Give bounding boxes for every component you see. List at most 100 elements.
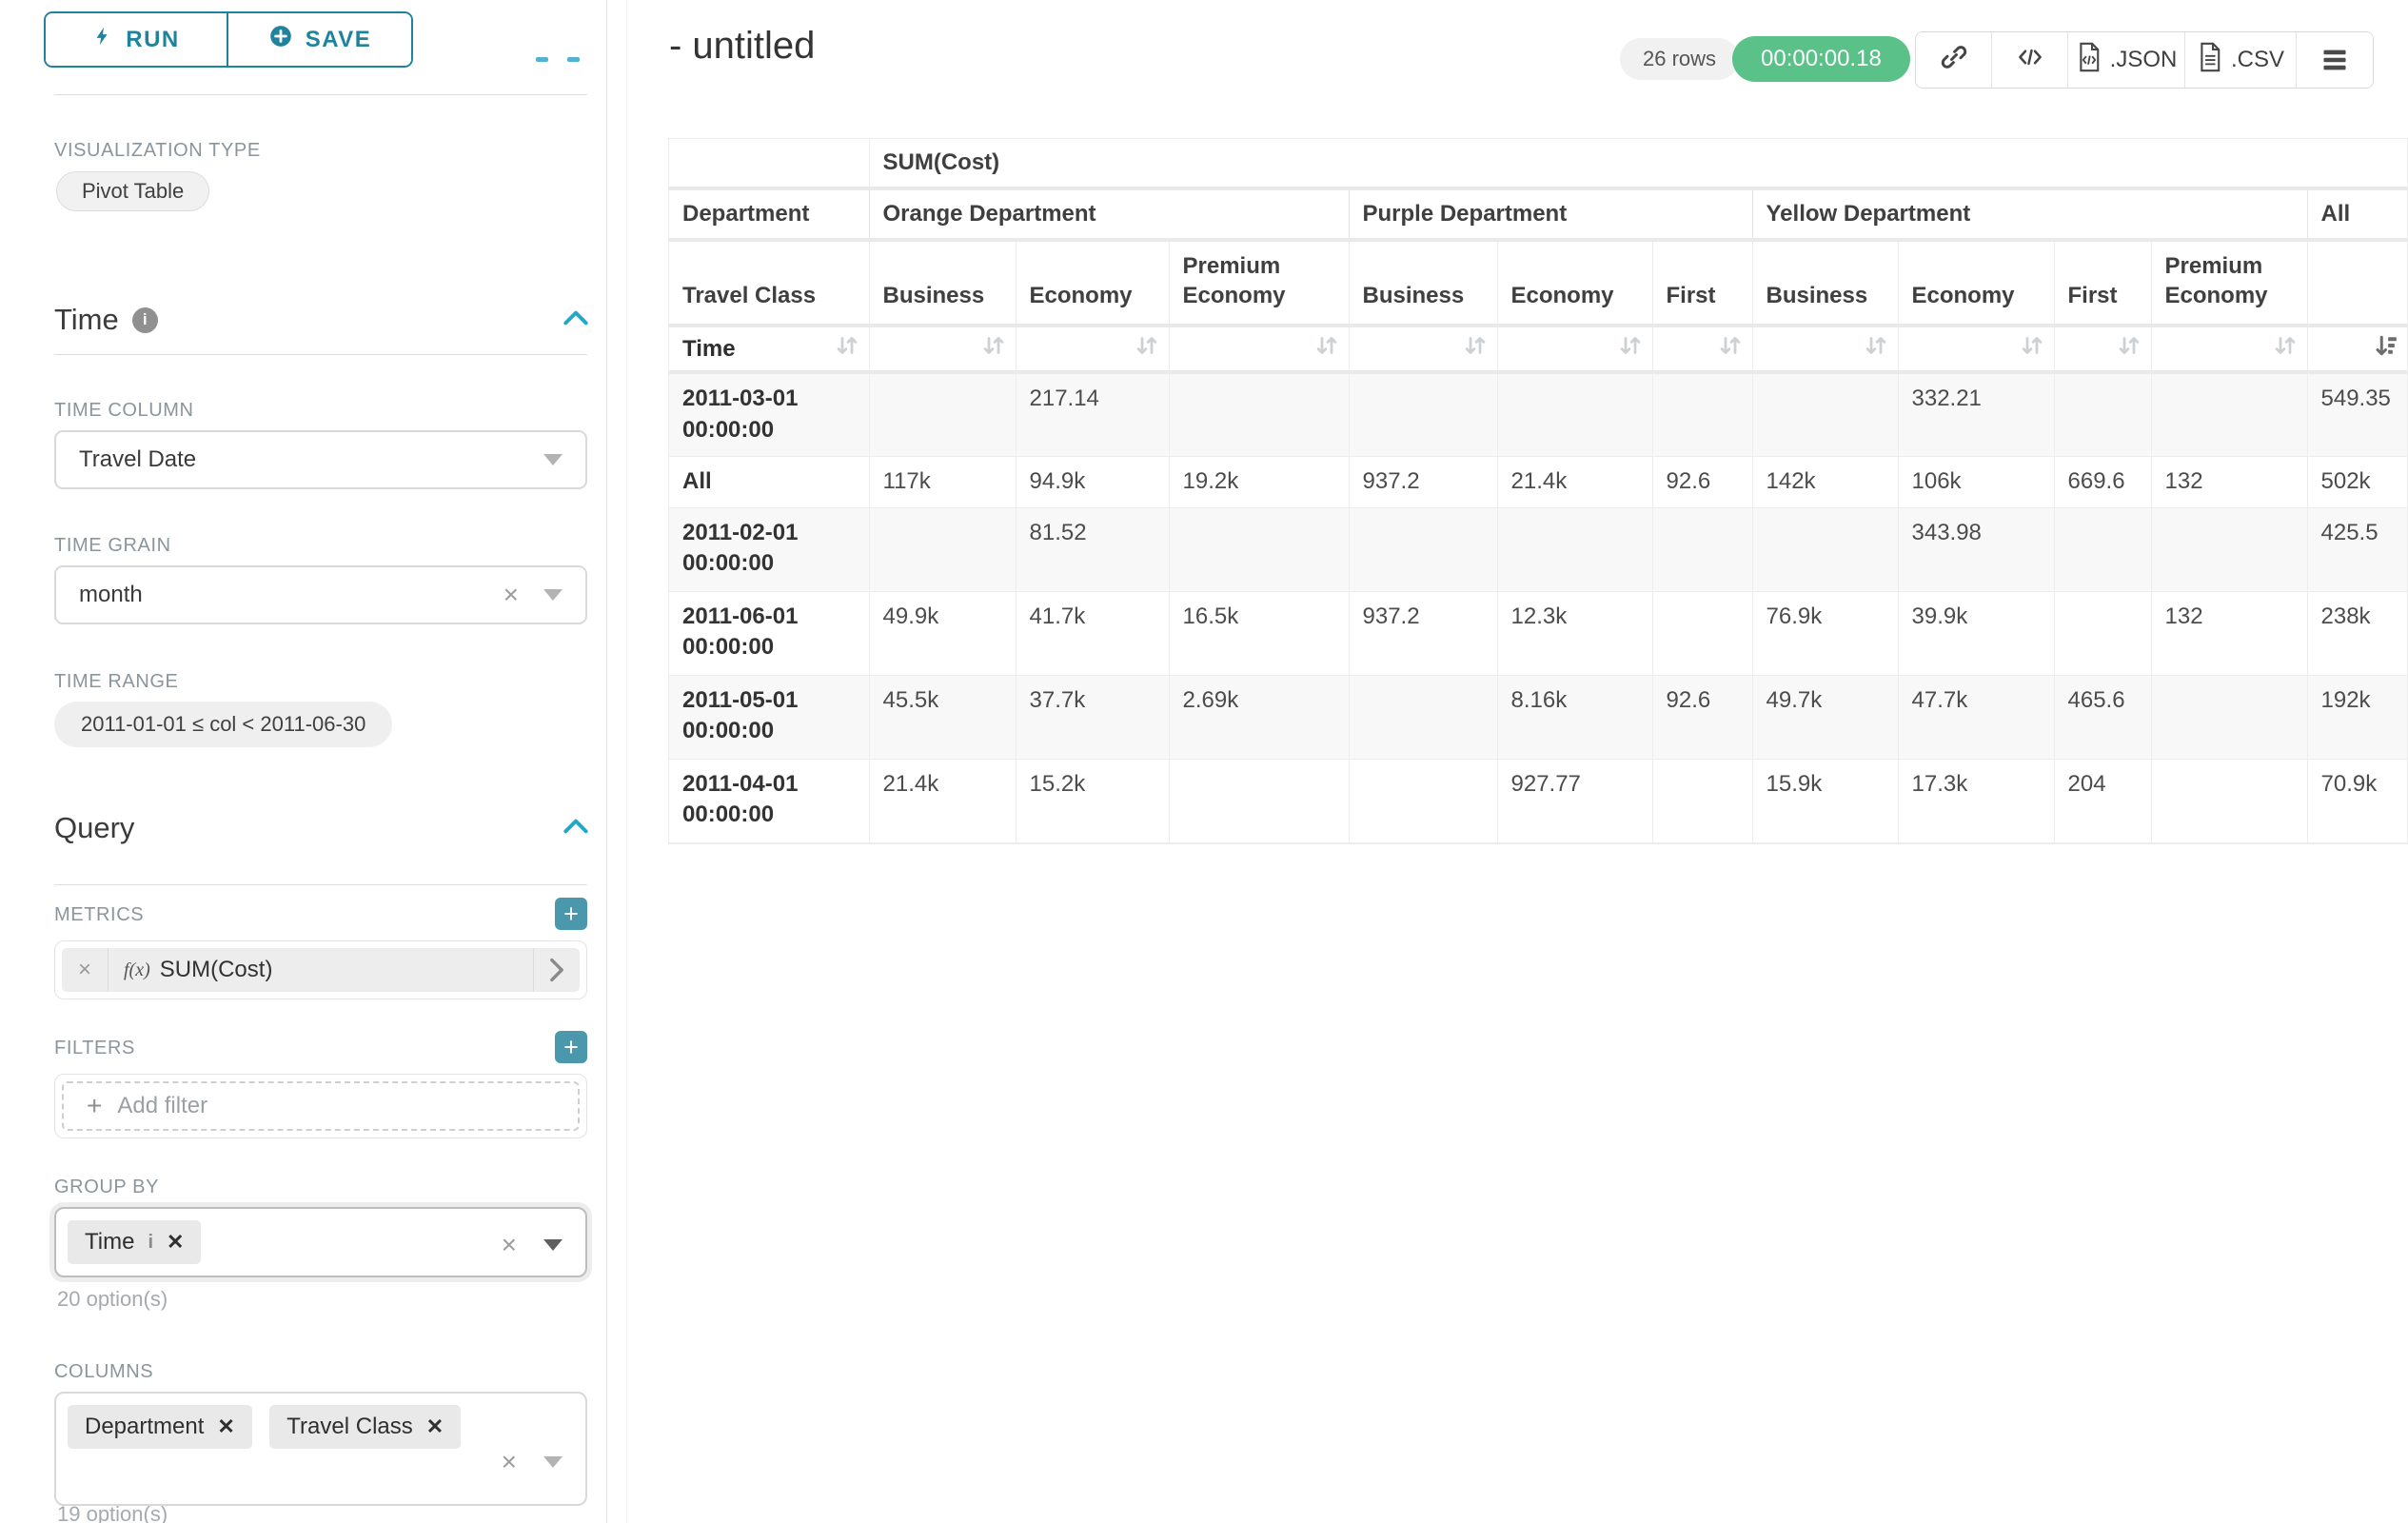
export-csv-button[interactable]: .CSV xyxy=(2185,32,2297,88)
panel-divider xyxy=(606,0,607,1523)
sort-header[interactable] xyxy=(1752,326,1899,375)
column-header: Business xyxy=(1752,240,1899,328)
value-cell xyxy=(1349,759,1498,843)
value-cell xyxy=(1169,372,1350,457)
chevron-up-icon[interactable] xyxy=(562,307,590,334)
column-header: Economy xyxy=(1497,240,1653,328)
columns-select[interactable]: Department ✕ Travel Class ✕ × xyxy=(54,1392,587,1506)
value-cell: 15.9k xyxy=(1752,759,1899,843)
sort-header-active[interactable] xyxy=(2307,326,2408,375)
value-cell: 425.5 xyxy=(2307,507,2408,592)
sort-header[interactable] xyxy=(2151,326,2308,375)
save-button[interactable]: SAVE xyxy=(228,13,411,66)
visualization-type-value[interactable]: Pivot Table xyxy=(56,171,210,211)
table-row: 2011-06-01 00:00:00 49.9k 41.7k 16.5k 937.2 1… xyxy=(669,591,2408,676)
value-cell: 937.2 xyxy=(1349,456,1498,508)
sort-header[interactable] xyxy=(1016,326,1170,375)
sort-header[interactable] xyxy=(1652,326,1753,375)
sort-desc-icon[interactable] xyxy=(2371,331,2399,366)
value-cell: 332.21 xyxy=(1898,372,2055,457)
sort-icon[interactable] xyxy=(2018,331,2046,366)
value-cell xyxy=(2151,372,2308,457)
link-icon xyxy=(1940,43,1968,78)
sort-icon[interactable] xyxy=(2271,331,2299,366)
time-grain-select[interactable]: month × xyxy=(54,565,587,624)
row-label-cell: 2011-05-01 00:00:00 xyxy=(669,675,870,760)
add-metric-icon[interactable]: + xyxy=(555,898,587,930)
chevron-up-icon[interactable] xyxy=(562,815,590,842)
chevron-right-icon[interactable] xyxy=(533,948,580,992)
add-filter-plus-button[interactable]: + xyxy=(555,1031,587,1063)
value-cell xyxy=(1169,759,1350,843)
remove-icon[interactable]: ✕ xyxy=(217,1414,235,1438)
sort-icon[interactable] xyxy=(1616,331,1645,366)
sort-icon[interactable] xyxy=(1862,331,1890,366)
value-cell: 2.69k xyxy=(1169,675,1350,760)
chart-title[interactable]: - untitled xyxy=(669,25,816,67)
row-label-cell: 2011-04-01 00:00:00 xyxy=(669,759,870,843)
value-cell: 92.6 xyxy=(1652,456,1753,508)
remove-icon[interactable]: ✕ xyxy=(425,1414,444,1438)
value-cell: 937.2 xyxy=(1349,591,1498,676)
value-cell: 343.98 xyxy=(1898,507,2055,592)
filters-label: FILTERS xyxy=(54,1038,135,1058)
sort-header[interactable] xyxy=(1169,326,1350,375)
sort-header[interactable] xyxy=(1349,326,1498,375)
clear-icon[interactable]: × xyxy=(503,580,519,609)
share-link-button[interactable] xyxy=(1916,32,1992,88)
sort-icon[interactable] xyxy=(1461,331,1490,366)
info-icon: i xyxy=(131,307,158,333)
time-column-select[interactable]: Travel Date xyxy=(54,430,587,489)
clear-icon[interactable]: × xyxy=(501,1230,517,1259)
caret-down-icon[interactable] xyxy=(543,1239,563,1251)
sort-header[interactable] xyxy=(1898,326,2055,375)
value-cell xyxy=(1349,675,1498,760)
value-cell: 19.2k xyxy=(1169,456,1350,508)
value-cell: 12.3k xyxy=(1497,591,1653,676)
clear-icon[interactable]: × xyxy=(501,1447,517,1476)
table-row: 2011-02-01 00:00:00 81.52 343.98 425.5 xyxy=(669,507,2408,592)
value-cell: 76.9k xyxy=(1752,591,1899,676)
sort-icon[interactable] xyxy=(1313,331,1341,366)
column-header: First xyxy=(1652,240,1753,328)
remove-icon[interactable]: ✕ xyxy=(167,1230,185,1254)
value-cell: 549.35 xyxy=(2307,372,2408,457)
caret-down-icon[interactable] xyxy=(543,1456,563,1468)
value-cell xyxy=(1349,507,1498,592)
row-label-cell: 2011-06-01 00:00:00 xyxy=(669,591,870,676)
value-cell: 21.4k xyxy=(1497,456,1653,508)
select-controls: × xyxy=(502,1447,563,1477)
sort-header[interactable] xyxy=(869,326,1016,375)
sort-icon[interactable] xyxy=(1716,331,1745,366)
remove-icon[interactable]: × xyxy=(62,948,109,992)
sort-icon[interactable] xyxy=(2115,331,2143,366)
sort-header[interactable] xyxy=(2054,326,2152,375)
run-button[interactable]: RUN xyxy=(46,13,228,66)
metric-pill[interactable]: × f(x) SUM(Cost) xyxy=(62,948,580,992)
query-section-header[interactable]: Query xyxy=(54,811,135,844)
table-row: All 117k 94.9k 19.2k 937.2 21.4k 92.6 142k 106k 6… xyxy=(669,456,2408,508)
menu-icon[interactable] xyxy=(2297,32,2373,88)
caret-down-icon xyxy=(543,589,563,601)
row-dimension-label: Department xyxy=(669,188,870,242)
time-section-header[interactable]: Time i xyxy=(54,303,158,337)
add-filter-button[interactable]: + Add filter xyxy=(62,1081,580,1131)
column-group-header: All xyxy=(2307,188,2408,242)
sort-icon[interactable] xyxy=(833,331,861,366)
value-cell: 16.5k xyxy=(1169,591,1350,676)
group-by-select[interactable]: Time i ✕ × xyxy=(54,1207,587,1277)
caret-down-icon xyxy=(543,454,563,465)
sort-icon[interactable] xyxy=(1133,331,1161,366)
sort-header[interactable] xyxy=(1497,326,1653,375)
travel-class-header-row: Travel Class Business Economy Premium Econo… xyxy=(669,240,2408,328)
value-cell: 81.52 xyxy=(1016,507,1170,592)
time-range-value[interactable]: 2011-01-01 ≤ col < 2011-06-30 xyxy=(54,702,393,747)
view-query-button[interactable] xyxy=(1992,32,2068,88)
metrics-label: METRICS xyxy=(54,904,145,925)
export-json-button[interactable]: .JSON xyxy=(2068,32,2185,88)
value-cell: 70.9k xyxy=(2307,759,2408,843)
sort-icon[interactable] xyxy=(979,331,1008,366)
sort-header-time[interactable]: Time xyxy=(669,326,870,375)
col-dimension-label: Travel Class xyxy=(669,240,870,328)
value-cell: 192k xyxy=(2307,675,2408,760)
